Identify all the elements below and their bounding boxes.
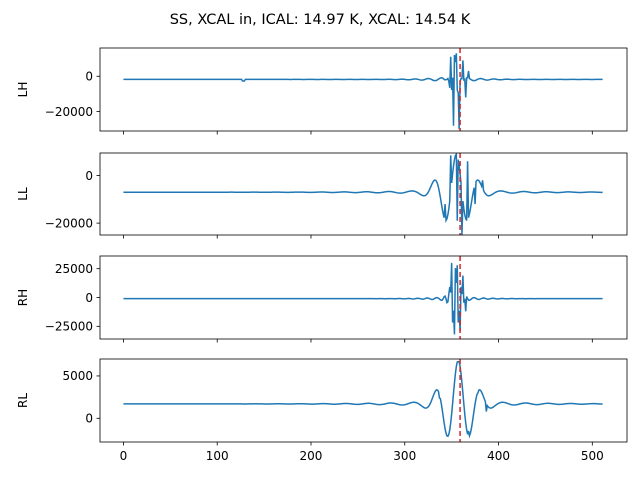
- y-tick-label: 0: [85, 412, 93, 426]
- x-tick-label: 100: [206, 449, 229, 463]
- chart-panels: 0−20000LH0−20000LL250000−25000RH50000RL0…: [16, 47, 628, 463]
- axes-frame: [99, 358, 628, 443]
- y-tick-label: 0: [85, 169, 93, 183]
- figure-title: SS, XCAL in, ICAL: 14.97 K, XCAL: 14.54 …: [170, 12, 471, 28]
- y-axis-label: RL: [16, 393, 30, 408]
- axes-frame: [99, 47, 628, 132]
- y-tick-label: −20000: [45, 216, 93, 230]
- panel-rl: 5000 0 RL 0 100 200 300 400 500: [16, 358, 628, 463]
- axes-frame: [99, 255, 628, 340]
- y-axis-label: LL: [16, 187, 30, 201]
- y-tick-label: −25000: [45, 320, 93, 334]
- x-tick-label: 400: [487, 449, 510, 463]
- series-line-lh: [123, 53, 603, 130]
- panel-rh: 25000 0 −25000 RH: [16, 255, 628, 343]
- x-tick-label: 0: [120, 449, 128, 463]
- x-tick-label: 500: [581, 449, 604, 463]
- y-axis-label: LH: [16, 82, 30, 98]
- series-line-rh: [123, 262, 603, 335]
- y-tick-label: 5000: [62, 369, 93, 383]
- y-tick-label: 0: [85, 291, 93, 305]
- axes-frame: [99, 152, 628, 236]
- y-axis-label: RH: [16, 289, 30, 306]
- y-tick-label: 0: [85, 70, 93, 84]
- x-tick-label: 200: [300, 449, 323, 463]
- y-tick-label: −20000: [45, 105, 93, 119]
- panel-lh: 0 −20000 LH: [16, 47, 628, 135]
- x-tick-label: 300: [393, 449, 416, 463]
- y-tick-label: 25000: [55, 262, 93, 276]
- series-line-rl: [123, 360, 603, 439]
- series-line-ll: [123, 153, 603, 235]
- panel-ll: 0 −20000 LL: [16, 152, 628, 239]
